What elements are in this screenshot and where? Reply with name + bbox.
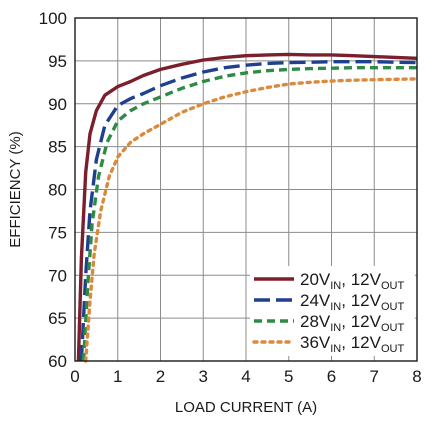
series-line-24v xyxy=(79,60,418,362)
x-tick-label: 8 xyxy=(412,367,421,386)
series-line-20v xyxy=(76,52,418,362)
y-tick-label: 65 xyxy=(48,309,67,328)
legend-label: 20VIN, 12VOUT xyxy=(300,270,404,292)
legend-label-sub: IN xyxy=(330,322,341,334)
legend-label: 28VIN, 12VOUT xyxy=(300,312,404,334)
legend-label-rest: , 12V xyxy=(341,291,381,310)
legend-label: 24VIN, 12VOUT xyxy=(300,291,404,313)
legend-label-sub: IN xyxy=(330,280,341,292)
y-tick-label: 75 xyxy=(48,223,67,242)
x-tick-label: 5 xyxy=(284,367,293,386)
legend-label-rest: , 12V xyxy=(341,333,381,352)
x-axis-title: LOAD CURRENT (A) xyxy=(175,399,317,416)
x-tick-label: 1 xyxy=(113,367,122,386)
legend-label-sub: IN xyxy=(330,301,341,313)
y-axis-title: EFFICIENCY (%) xyxy=(7,131,24,247)
x-tick-labels: 0 1 2 3 4 5 6 7 8 xyxy=(70,367,421,386)
series-lines xyxy=(76,52,419,363)
legend-label-sub: OUT xyxy=(381,301,405,313)
plot-frame xyxy=(74,17,418,362)
legend-label-sub: OUT xyxy=(381,343,405,355)
legend-label-sub: IN xyxy=(330,343,341,355)
y-tick-label: 90 xyxy=(48,95,67,114)
series-line-28v xyxy=(81,65,417,362)
x-tick-label: 3 xyxy=(199,367,208,386)
legend-label-sub: OUT xyxy=(381,322,405,334)
x-tick-label: 2 xyxy=(156,367,165,386)
y-tick-label: 85 xyxy=(48,138,67,157)
legend-label-rest: , 12V xyxy=(341,312,381,331)
y-tick-label: 95 xyxy=(48,52,67,71)
legend-label-sub: OUT xyxy=(381,280,405,292)
y-tick-label: 80 xyxy=(48,181,67,200)
x-tick-label: 6 xyxy=(327,367,336,386)
y-tick-labels: 60 65 70 75 80 85 90 95 100 xyxy=(39,9,67,371)
x-tick-label: 4 xyxy=(241,367,250,386)
series-line-36v xyxy=(83,77,419,363)
legend-label-voltage: 24V xyxy=(300,291,331,310)
y-tick-label: 100 xyxy=(39,9,67,28)
y-tick-label: 70 xyxy=(48,266,67,285)
legend-label-voltage: 36V xyxy=(300,333,331,352)
x-tick-label: 7 xyxy=(370,367,379,386)
y-tick-label: 60 xyxy=(48,352,67,371)
legend-label-voltage: 20V xyxy=(300,270,331,289)
legend-label-voltage: 28V xyxy=(300,312,331,331)
legend-label-rest: , 12V xyxy=(341,270,381,289)
legend-label: 36VIN, 12VOUT xyxy=(300,333,404,355)
x-tick-label: 0 xyxy=(70,367,79,386)
